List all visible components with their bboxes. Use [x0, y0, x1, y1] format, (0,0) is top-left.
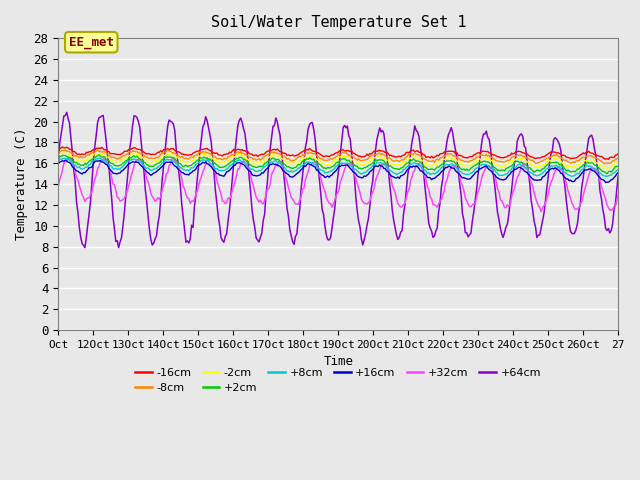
Y-axis label: Temperature (C): Temperature (C): [15, 128, 28, 240]
Title: Soil/Water Temperature Set 1: Soil/Water Temperature Set 1: [211, 15, 466, 30]
Text: EE_met: EE_met: [68, 36, 114, 49]
X-axis label: Time: Time: [323, 355, 353, 369]
Legend: -16cm, -8cm, -2cm, +2cm, +8cm, +16cm, +32cm, +64cm: -16cm, -8cm, -2cm, +2cm, +8cm, +16cm, +3…: [131, 363, 545, 397]
